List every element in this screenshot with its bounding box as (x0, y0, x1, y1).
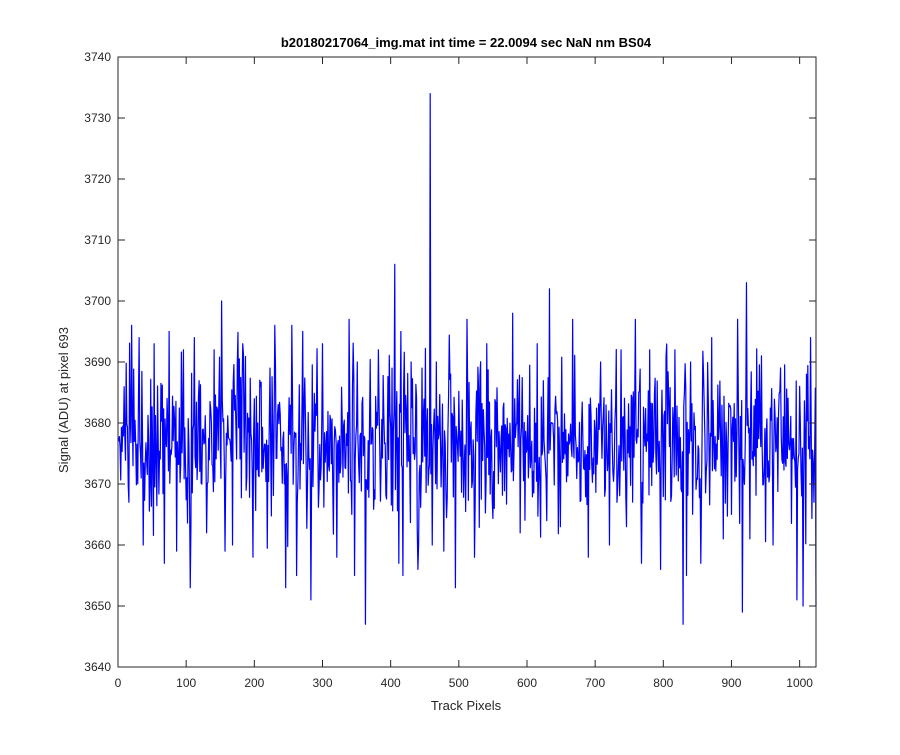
series-line (118, 92, 817, 625)
x-axis-ticks: 0 100 200 300 400 500 600 700 800 900 1000 (115, 57, 813, 690)
y-tick-label: 3640 (84, 660, 111, 674)
chart-title: b20180217064_img.mat int time = 22.0094 … (281, 35, 652, 50)
y-tick-label: 3670 (84, 477, 111, 491)
y-tick-label: 3680 (84, 416, 111, 430)
y-tick-label: 3720 (84, 172, 111, 186)
y-tick-label: 3660 (84, 538, 111, 552)
x-tick-label: 400 (381, 676, 401, 690)
x-tick-label: 200 (244, 676, 264, 690)
x-tick-label: 0 (115, 676, 122, 690)
x-tick-label: 700 (585, 676, 605, 690)
y-axis-ticks: 3640 3650 3660 3670 3680 3690 3700 3710 3720 3730… (84, 50, 816, 674)
y-axis-label: Signal (ADU) at pixel 693 (56, 327, 71, 473)
x-tick-label: 600 (517, 676, 537, 690)
x-tick-label: 1000 (786, 676, 813, 690)
x-tick-label: 100 (176, 676, 196, 690)
data-marks (118, 92, 817, 625)
x-tick-label: 800 (653, 676, 673, 690)
y-tick-label: 3700 (84, 294, 111, 308)
x-axis-label: Track Pixels (431, 698, 502, 713)
y-tick-label: 3710 (84, 233, 111, 247)
y-tick-label: 3730 (84, 111, 111, 125)
y-tick-label: 3650 (84, 599, 111, 613)
x-tick-label: 300 (312, 676, 332, 690)
x-tick-label: 500 (449, 676, 469, 690)
y-tick-label: 3690 (84, 355, 111, 369)
y-tick-label: 3740 (84, 50, 111, 64)
x-tick-label: 900 (721, 676, 741, 690)
